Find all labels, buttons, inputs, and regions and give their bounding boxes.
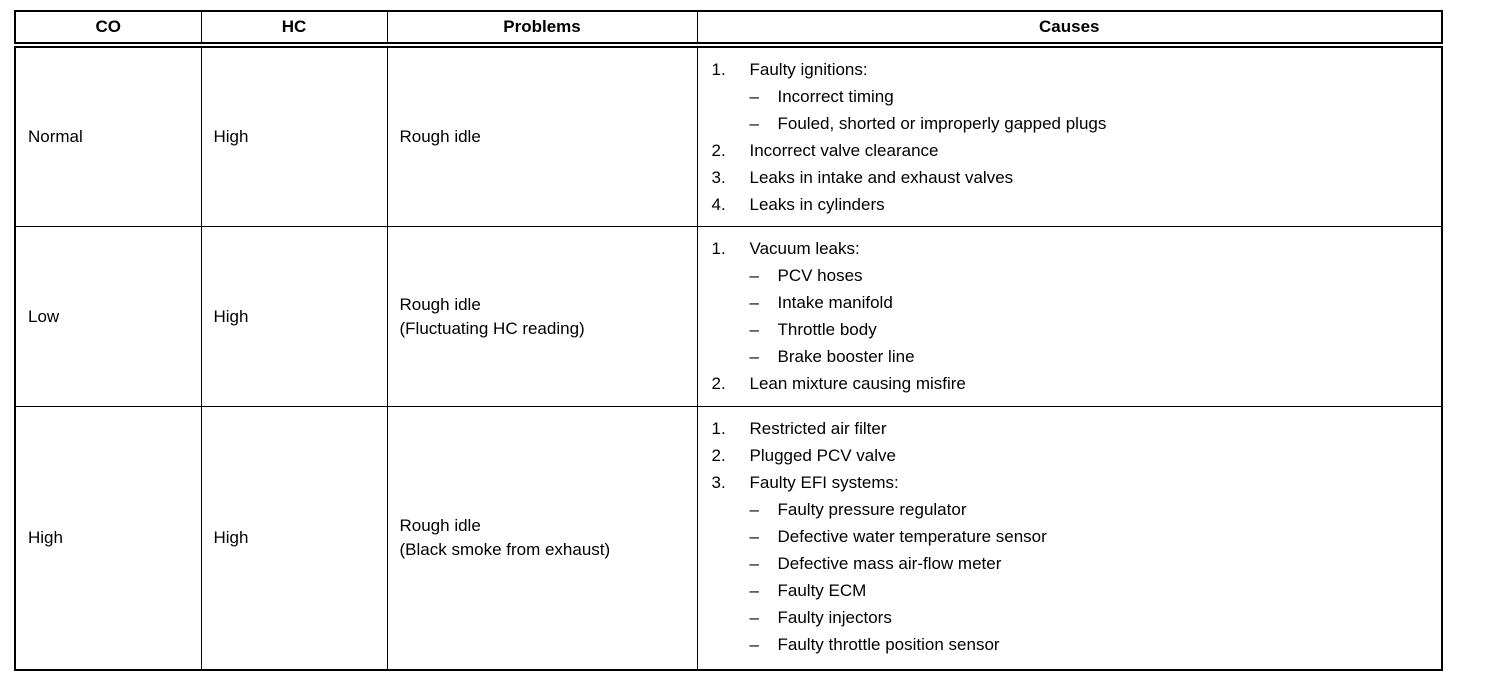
cell-problems: Rough idle (Black smoke from exhaust) bbox=[386, 406, 698, 670]
table-row: High High Rough idle (Black smoke from ex… bbox=[14, 406, 1443, 670]
cause-text: Leaks in cylinders bbox=[749, 195, 885, 214]
cause-marker: – bbox=[749, 554, 759, 573]
cell-hc: High bbox=[200, 44, 388, 227]
cause-text: Faulty injectors bbox=[777, 608, 892, 627]
cause-line: – Faulty ECM bbox=[712, 577, 1432, 604]
cause-line: 1. Vacuum leaks: bbox=[712, 235, 1432, 262]
table-row: Low High Rough idle (Fluctuating HC readi… bbox=[14, 226, 1443, 407]
cell-hc: High bbox=[200, 406, 388, 670]
column-header-hc: HC bbox=[200, 10, 388, 48]
cause-text: Vacuum leaks: bbox=[749, 239, 860, 258]
problem-line: Rough idle bbox=[399, 127, 481, 146]
cause-text: Restricted air filter bbox=[749, 419, 887, 438]
cause-marker: – bbox=[749, 500, 759, 519]
cause-line: – Intake manifold bbox=[712, 289, 1432, 316]
cause-marker: – bbox=[749, 114, 759, 133]
cause-text: Defective water temperature sensor bbox=[777, 527, 1047, 546]
cause-text: Brake booster line bbox=[777, 347, 915, 366]
cause-text: Leaks in intake and exhaust valves bbox=[749, 168, 1014, 187]
problem-line: Rough idle bbox=[399, 294, 481, 314]
problem-line: (Black smoke from exhaust) bbox=[399, 539, 611, 559]
cell-problems: Rough idle bbox=[386, 44, 698, 227]
cause-text: Faulty ignitions: bbox=[749, 60, 868, 79]
cause-line: 1. Restricted air filter bbox=[712, 415, 1432, 442]
cause-line: – Defective water temperature sensor bbox=[712, 523, 1432, 550]
cause-line: – Incorrect timing bbox=[712, 83, 1432, 110]
cause-text: PCV hoses bbox=[777, 266, 863, 285]
cell-co: High bbox=[14, 406, 202, 670]
cause-line: 2. Incorrect valve clearance bbox=[712, 137, 1432, 164]
column-header-problems: Problems bbox=[386, 10, 698, 48]
cause-marker: 2. bbox=[711, 374, 726, 393]
cause-line: – Throttle body bbox=[712, 316, 1432, 343]
cause-line: – Brake booster line bbox=[712, 343, 1432, 370]
cause-text: Incorrect timing bbox=[777, 87, 894, 106]
column-header-co: CO bbox=[14, 10, 202, 48]
cause-text: Fouled, shorted or improperly gapped plu… bbox=[777, 114, 1107, 133]
cause-text: Incorrect valve clearance bbox=[749, 141, 939, 160]
cell-causes: 1. Faulty ignitions: – Incorrect timing – Fou… bbox=[696, 44, 1443, 227]
table-row: Normal High Rough idle 1. Faulty ignition… bbox=[14, 44, 1443, 227]
cause-marker: – bbox=[749, 266, 759, 285]
cause-line: – Defective mass air-flow meter bbox=[712, 550, 1432, 577]
cause-text: Throttle body bbox=[777, 320, 877, 339]
cause-text: Intake manifold bbox=[777, 293, 893, 312]
cause-line: 2. Lean mixture causing misfire bbox=[712, 370, 1432, 397]
cause-marker: – bbox=[749, 608, 759, 627]
cause-marker: 2. bbox=[711, 141, 726, 160]
cell-problems: Rough idle (Fluctuating HC reading) bbox=[386, 226, 698, 407]
cause-marker: – bbox=[749, 320, 759, 339]
cause-marker: 3. bbox=[711, 168, 726, 187]
cell-causes: 1. Restricted air filter 2. Plugged PCV val… bbox=[696, 406, 1443, 670]
cause-marker: 1. bbox=[711, 60, 726, 79]
cause-line: – Faulty throttle position sensor bbox=[712, 631, 1432, 658]
cause-marker: 2. bbox=[711, 446, 726, 465]
cause-line: 4. Leaks in cylinders bbox=[712, 191, 1432, 218]
cause-marker: – bbox=[749, 87, 759, 106]
cell-hc: High bbox=[200, 226, 388, 407]
cell-causes: 1. Vacuum leaks: – PCV hoses – Intake manifol… bbox=[696, 226, 1443, 407]
causes-list: 1. Vacuum leaks: – PCV hoses – Intake manifol… bbox=[712, 235, 1432, 397]
diagnosis-table: CO HC Problems Causes Normal High Rough … bbox=[14, 10, 1443, 671]
cell-co: Low bbox=[14, 226, 202, 407]
cause-marker: – bbox=[749, 347, 759, 366]
cause-text: Faulty EFI systems: bbox=[749, 473, 899, 492]
cause-text: Plugged PCV valve bbox=[749, 446, 896, 465]
causes-list: 1. Faulty ignitions: – Incorrect timing – Fou… bbox=[712, 56, 1432, 218]
cause-text: Faulty throttle position sensor bbox=[777, 635, 1000, 654]
cause-line: – PCV hoses bbox=[712, 262, 1432, 289]
cause-line: 1. Faulty ignitions: bbox=[712, 56, 1432, 83]
cause-marker: – bbox=[749, 635, 759, 654]
cause-marker: 3. bbox=[711, 473, 726, 492]
cause-line: – Fouled, shorted or improperly gapped pl… bbox=[712, 110, 1432, 137]
cause-line: – Faulty injectors bbox=[712, 604, 1432, 631]
cause-text: Faulty pressure regulator bbox=[777, 500, 967, 519]
cause-text: Defective mass air-flow meter bbox=[777, 554, 1002, 573]
table-body: Normal High Rough idle 1. Faulty ignition… bbox=[14, 44, 1443, 670]
problem-line: Rough idle bbox=[399, 515, 481, 535]
cell-co: Normal bbox=[14, 44, 202, 227]
cause-marker: 1. bbox=[711, 239, 726, 258]
cause-marker: – bbox=[749, 527, 759, 546]
cause-marker: – bbox=[749, 581, 759, 600]
problem-line: (Fluctuating HC reading) bbox=[399, 318, 585, 338]
cause-marker: 4. bbox=[711, 195, 726, 214]
cause-text: Lean mixture causing misfire bbox=[749, 374, 966, 393]
causes-list: 1. Restricted air filter 2. Plugged PCV val… bbox=[712, 415, 1432, 658]
cause-marker: – bbox=[749, 293, 759, 312]
cause-line: 2. Plugged PCV valve bbox=[712, 442, 1432, 469]
cause-line: 3. Leaks in intake and exhaust valves bbox=[712, 164, 1432, 191]
header-row: CO HC Problems Causes bbox=[14, 10, 1443, 48]
cause-line: – Faulty pressure regulator bbox=[712, 496, 1432, 523]
cause-marker: 1. bbox=[711, 419, 726, 438]
cause-line: 3. Faulty EFI systems: bbox=[712, 469, 1432, 496]
cause-text: Faulty ECM bbox=[777, 581, 867, 600]
column-header-causes: Causes bbox=[696, 10, 1443, 48]
